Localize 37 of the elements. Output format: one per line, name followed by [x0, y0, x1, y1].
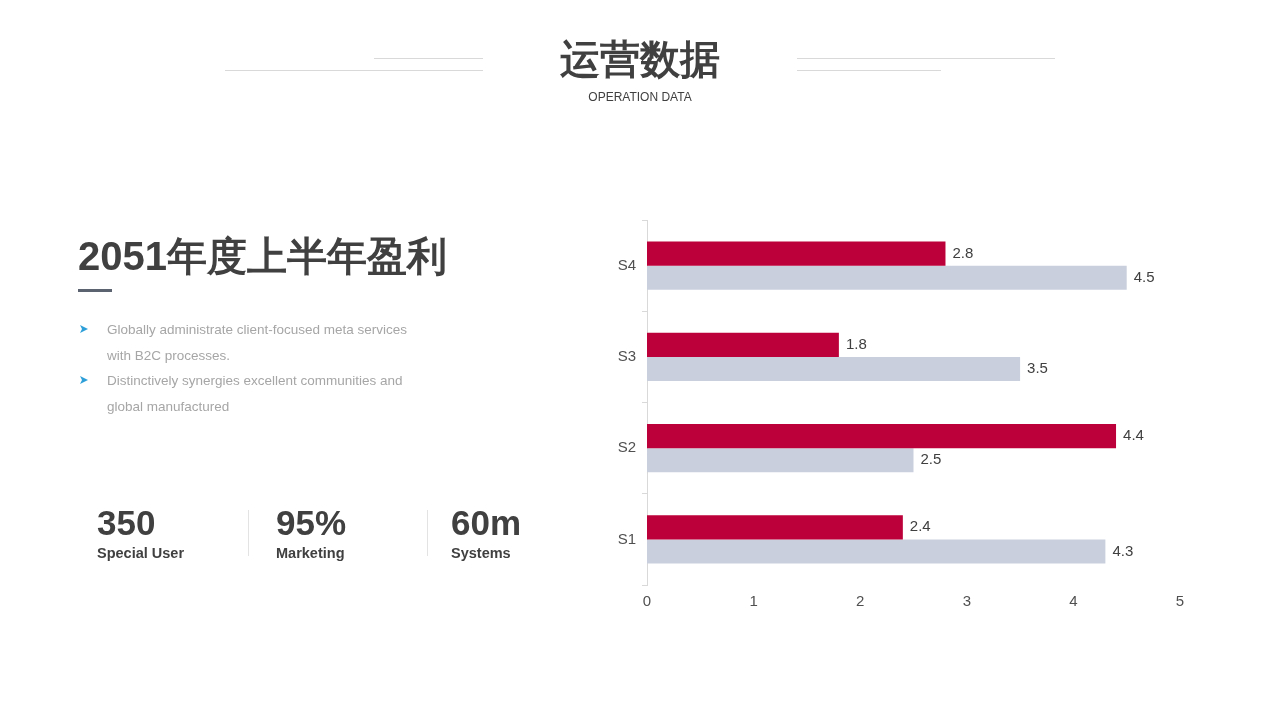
- text: 350: [97, 503, 157, 543]
- bar: [647, 539, 1106, 564]
- x-tick-label: 5: [1175, 592, 1185, 610]
- bar: [647, 356, 1021, 382]
- bar: [647, 515, 903, 540]
- bar: [647, 423, 1117, 449]
- text: Globally administrate client-focused meta services with B2C processes.: [107, 321, 409, 365]
- bar: [647, 241, 946, 266]
- data-label: 2.8: [952, 243, 974, 261]
- y-tick-label: S1: [617, 529, 636, 547]
- data-label: 1.8: [845, 334, 867, 352]
- y-tick-label: S3: [617, 347, 636, 365]
- x-tick-label: 1: [749, 592, 758, 610]
- data-label: 4.5: [1133, 267, 1155, 285]
- x-tick-label: 4: [1069, 592, 1078, 610]
- x-tick-label: 0: [642, 592, 652, 610]
- data-label: 3.5: [1027, 359, 1048, 377]
- y-tick-label: S4: [617, 255, 636, 273]
- text: Marketing: [276, 544, 346, 563]
- text: 60m: [451, 503, 522, 543]
- x-tick-label: 2: [856, 592, 865, 610]
- text: Systems: [451, 544, 512, 563]
- text: 2051年度上半年盈利: [78, 233, 447, 280]
- text: 95%: [276, 503, 347, 543]
- chart-title: 运营数据: [559, 36, 721, 83]
- text: Distinctively synergies excellent communities and global manufactured: [107, 372, 404, 416]
- y-tick-label: S2: [617, 438, 636, 456]
- data-label: 2.5: [920, 450, 942, 468]
- bar: [647, 448, 914, 473]
- text: Special User: [97, 544, 185, 563]
- x-tick-label: 3: [962, 592, 971, 610]
- bar: [647, 332, 839, 357]
- data-label: 4.3: [1112, 541, 1134, 559]
- data-label: 2.4: [909, 517, 931, 535]
- data-label: 4.4: [1123, 426, 1144, 444]
- bar: [647, 265, 1127, 290]
- chart-subtitle: OPERATION DATA: [587, 89, 693, 105]
